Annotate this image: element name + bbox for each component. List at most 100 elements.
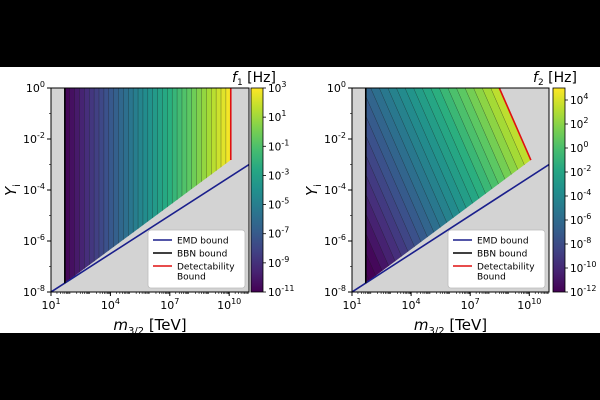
contour-band [108,88,115,284]
contour-band [79,88,85,284]
contour-band [64,88,71,284]
y-tick-label: 10-8 [324,284,346,299]
legend-box [447,229,546,289]
contour-band [99,88,105,284]
figure-panel: 101 104 107 1010 10-8 10-6 10-4 10-2 100 m3/2 [Te… [0,67,600,337]
chart-2: 101 104 107 1010 10-8 10-6 10-4 10-2 100 m3/2 [Te… [303,70,596,337]
y-tick-label: 10-4 [23,182,45,197]
y-tick-label: 10-2 [23,131,45,146]
colorbar-tick-label: 10-2 [570,164,591,179]
contour-band [84,88,90,284]
x-tick-label: 104 [101,297,120,312]
x-tick-label: 1010 [217,297,241,312]
legend-label: BBN bound [477,250,527,260]
legend-label: BBN bound [177,250,227,260]
colorbar-tick-label: 10-12 [570,284,596,299]
contour-band [138,88,144,284]
figure-svg: 101 104 107 1010 10-8 10-6 10-4 10-2 100 m3/2 [Te… [2,70,596,337]
colorbar-tick-label: 10-1 [268,138,289,153]
contour-band [167,88,173,284]
x-tick-label: 101 [41,297,60,312]
x-axis-label: m3/2 [TeV] [414,316,487,333]
colorbar-tick-label: 10-10 [570,260,596,275]
contour-band [94,88,100,284]
contour-band [128,88,134,284]
y-axis-label: Yi [303,184,324,196]
x-tick-label: 107 [461,297,480,312]
contour-band [118,88,125,284]
contour-band [365,88,410,284]
y-axis-label: Yi [2,184,23,196]
colorbar [250,87,264,293]
contour-band [482,88,531,284]
chart-title: f1 [Hz] [232,70,276,88]
contour-band [191,88,198,284]
x-tick-label: 104 [402,297,421,312]
y-tick-label: 100 [26,80,45,95]
contour-band [172,88,178,284]
y-tick-label: 10-2 [324,131,346,146]
legend: EMD bound BBN bound Detectability Bound [447,229,546,289]
legend-label: EMD bound [477,237,529,247]
x-tick-label: 101 [342,297,361,312]
contour-band [365,88,393,284]
contour-band [133,88,139,284]
colorbar-tick-label: 10-5 [268,197,289,212]
colorbar-tick-label: 10-4 [570,188,591,203]
legend-label: EMD bound [177,237,229,247]
legend-label: Detectability Bound [477,263,535,283]
colorbar-tick-label: 10-8 [570,236,591,251]
colorbar-tick-label: 103 [268,80,286,95]
x-tick-label: 107 [160,297,179,312]
legend-box [147,229,246,289]
emd-bound-line [352,163,549,292]
contour-band [365,88,418,284]
contour-band [157,88,164,284]
contour-band [103,88,110,284]
contour-band [142,88,149,284]
legend: EMD bound BBN bound Detectability Bound [147,229,246,289]
contour-band [69,88,76,284]
colorbar [552,87,566,293]
y-tick-label: 10-8 [23,284,45,299]
chart-1: 101 104 107 1010 10-8 10-6 10-4 10-2 100 m3/2 [Te… [2,70,294,337]
contour-line [365,88,401,284]
contour-band [365,88,401,284]
contour-band [152,88,159,284]
contour-band [74,88,81,284]
colorbar-tick-label: 101 [268,109,286,124]
contour-band [177,88,183,284]
contour-band [186,88,193,284]
emd-bound-line [51,163,249,292]
contour-band [181,88,188,284]
contour-band [490,88,531,284]
contour-line [365,88,409,284]
colorbar-tick-label: 10-11 [268,284,294,299]
contour-line [365,88,392,284]
colorbar-tick-label: 10-9 [268,255,289,270]
contour-band [365,88,444,284]
colorbar-tick-label: 100 [570,140,588,155]
contour-line [490,88,531,284]
y-tick-label: 10-4 [324,182,346,197]
colorbar-tick-label: 104 [570,92,588,107]
contour-band [147,88,154,284]
colorbar-tick-label: 10-7 [268,226,289,241]
x-axis-label: m3/2 [TeV] [113,316,186,333]
contour-band [365,88,427,284]
detectability-bound-line [498,87,532,161]
legend-label: Detectability Bound [177,263,235,283]
chart-title: f2 [Hz] [533,70,577,88]
contour-band [123,88,129,284]
colorbar-tick-label: 10-3 [268,167,289,182]
contour-band [162,88,168,284]
contour-line [365,88,384,284]
colorbar-tick-label: 102 [570,116,588,131]
y-tick-label: 10-6 [23,233,45,248]
colorbar-tick-label: 10-6 [570,212,591,227]
y-tick-label: 100 [327,80,346,95]
contour-band [89,88,95,284]
y-tick-label: 10-6 [324,233,346,248]
x-tick-label: 1010 [517,297,541,312]
